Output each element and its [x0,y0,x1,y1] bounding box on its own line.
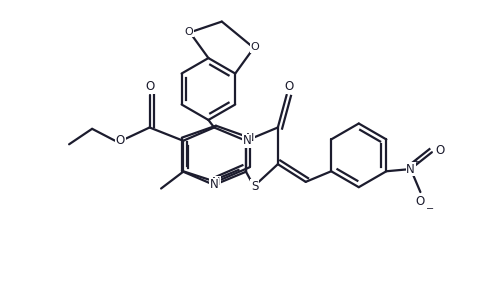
Text: +: + [412,157,420,166]
Text: O: O [250,42,259,52]
Text: O: O [184,27,193,37]
Text: O: O [284,80,294,93]
Text: −: − [426,204,434,214]
Text: O: O [116,134,125,147]
Text: N: N [210,178,218,191]
Text: O: O [435,144,444,156]
Text: O: O [416,195,425,208]
Text: N: N [406,163,415,176]
Text: N: N [212,177,220,187]
Text: N: N [246,133,254,143]
Text: O: O [145,80,154,93]
Text: N: N [243,134,252,147]
Text: S: S [251,180,258,193]
